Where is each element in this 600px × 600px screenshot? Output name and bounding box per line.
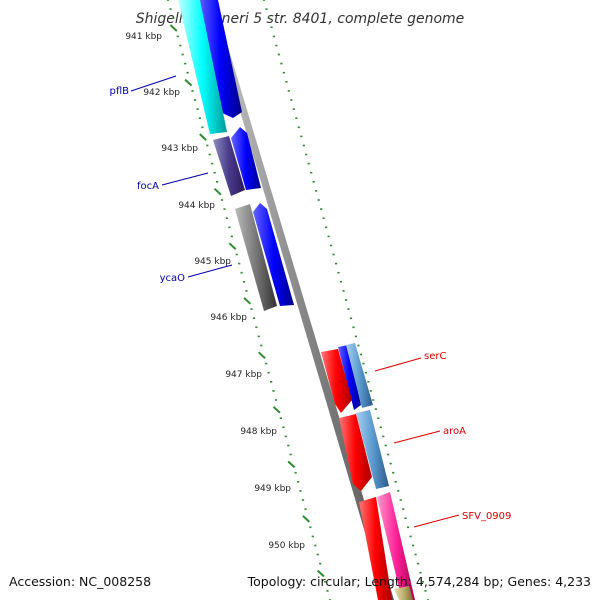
accession-text: Accession: NC_008258	[9, 574, 151, 589]
gene-red-2[interactable]	[339, 414, 372, 491]
tick-label: 944 kbp	[178, 201, 215, 211]
gene-focA-strand[interactable]	[231, 127, 261, 190]
gene-red-1[interactable]	[321, 349, 352, 413]
tick-label: 945 kbp	[194, 257, 231, 267]
gene-ycaO[interactable]	[235, 204, 277, 311]
gene-serC[interactable]	[346, 343, 373, 408]
left-gene-callouts: pflB focA ycaO	[109, 75, 233, 284]
gene-khaki[interactable]	[394, 586, 413, 600]
gene-SFV_0909[interactable]	[377, 492, 415, 600]
ruler-major-tick	[184, 78, 193, 87]
tick-label: 946 kbp	[210, 313, 247, 323]
ruler-major-tick	[287, 460, 296, 469]
gene-pflB[interactable]	[178, 0, 227, 134]
ruler-major-tick	[169, 24, 178, 32]
gene-red-3[interactable]	[359, 497, 392, 600]
gene-serC-strand[interactable]	[338, 345, 361, 410]
ruler-major-tick	[228, 242, 237, 250]
ruler-major-tick	[316, 569, 325, 578]
forward-strand-genes	[198, 0, 294, 306]
tick-label: 949 kbp	[254, 484, 291, 494]
gene-aroA[interactable]	[356, 410, 389, 489]
gene-label-aroA[interactable]: aroA	[443, 426, 466, 437]
callout-line	[130, 75, 177, 92]
ruler-tick-labels: 941 kbp 942 kbp 943 kbp 944 kbp 945 kbp …	[125, 32, 305, 551]
callout-line	[187, 264, 233, 278]
gene-label-pflB[interactable]: pflB	[109, 86, 129, 97]
tick-label: 948 kbp	[240, 427, 277, 437]
callout-line	[161, 172, 209, 186]
ruler-major-tick	[258, 351, 266, 360]
right-gene-callouts: serC aroA SFV_0909	[374, 351, 511, 528]
ruler-major-tick	[272, 406, 281, 414]
tick-label: 943 kbp	[161, 144, 198, 154]
annotated-genes-left	[178, 0, 277, 311]
ruler-major-tick	[243, 297, 252, 305]
ruler-major-tick	[199, 133, 207, 141]
annotated-genes-right	[321, 343, 415, 600]
gene-focA[interactable]	[213, 136, 245, 196]
gene-label-focA[interactable]: focA	[137, 181, 159, 192]
ruler-track	[166, 0, 332, 600]
ruler-major-tick	[302, 515, 310, 523]
outer-dotted-track	[262, 0, 430, 600]
gene-label-ycaO[interactable]: ycaO	[160, 273, 186, 284]
gene-label-SFV_0909[interactable]: SFV_0909	[462, 511, 511, 522]
ruler-major-tick	[213, 187, 222, 196]
callout-line	[374, 357, 422, 372]
genome-summary-text: Topology: circular; Length: 4,574,284 bp…	[247, 574, 591, 589]
gene-pflB-strand[interactable]	[198, 0, 242, 118]
tick-label: 941 kbp	[125, 32, 162, 42]
callout-line	[413, 514, 460, 528]
callout-line	[393, 430, 441, 444]
gene-ycaO-strand[interactable]	[253, 203, 294, 306]
gene-label-serC[interactable]: serC	[424, 351, 446, 362]
tick-label: 950 kbp	[268, 541, 305, 551]
tick-label: 942 kbp	[143, 88, 180, 98]
tick-label: 947 kbp	[225, 370, 262, 380]
